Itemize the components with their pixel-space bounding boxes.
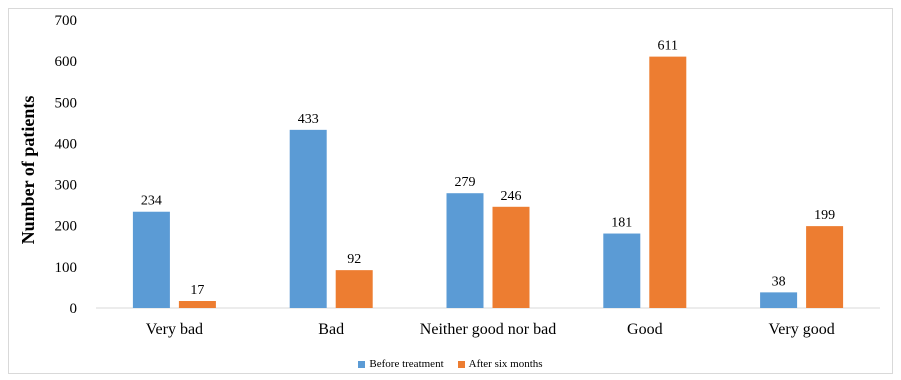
- legend-swatch: [457, 360, 465, 368]
- category-label: Neither good nor bad: [420, 321, 556, 338]
- legend-item: After six months: [457, 358, 543, 370]
- legend-label: Before treatment: [369, 358, 444, 370]
- data-label: 38: [772, 274, 786, 289]
- data-label: 279: [455, 175, 476, 190]
- legend-label: After six months: [468, 358, 543, 370]
- bar: [289, 129, 327, 308]
- bar: [335, 270, 373, 308]
- bar: [178, 301, 216, 308]
- bar: [446, 193, 484, 308]
- bar: [132, 211, 170, 308]
- y-tick-label: 0: [70, 301, 78, 317]
- legend-swatch: [358, 360, 366, 368]
- y-tick-label: 400: [55, 136, 78, 152]
- data-label: 181: [611, 216, 632, 231]
- data-label: 17: [190, 283, 204, 298]
- data-label: 246: [501, 189, 522, 204]
- data-label: 92: [347, 252, 361, 267]
- data-labels: 234 17 433 92 279 246 181 611 38 199: [141, 39, 835, 298]
- bar: [603, 233, 641, 308]
- y-tick-label: 500: [55, 95, 78, 111]
- y-axis-title: Number of patients: [18, 96, 38, 245]
- category-label: Bad: [318, 321, 344, 338]
- y-tick-label: 700: [55, 13, 78, 29]
- bar: [649, 56, 687, 308]
- y-axis-ticks: 0 100 200 300 400 500 600 700: [55, 13, 78, 317]
- legend-item: Before treatment: [358, 358, 444, 370]
- data-label: 234: [141, 194, 162, 209]
- legend: Before treatment After six months: [0, 358, 901, 370]
- bar: [760, 292, 798, 308]
- y-tick-label: 600: [55, 54, 78, 70]
- data-label: 433: [298, 112, 319, 127]
- bar: [806, 226, 844, 308]
- data-label: 199: [814, 208, 835, 223]
- chart-frame: [8, 8, 893, 374]
- data-label: 611: [658, 39, 678, 54]
- category-labels: Very bad Bad Neither good nor bad Good Very …: [146, 321, 835, 338]
- category-label: Good: [627, 321, 663, 338]
- bars: [132, 56, 844, 308]
- category-label: Very bad: [146, 321, 203, 338]
- category-label: Very good: [768, 321, 834, 338]
- y-tick-label: 100: [55, 260, 78, 276]
- y-tick-label: 300: [55, 178, 78, 194]
- y-tick-label: 200: [55, 219, 78, 235]
- bar: [492, 206, 530, 308]
